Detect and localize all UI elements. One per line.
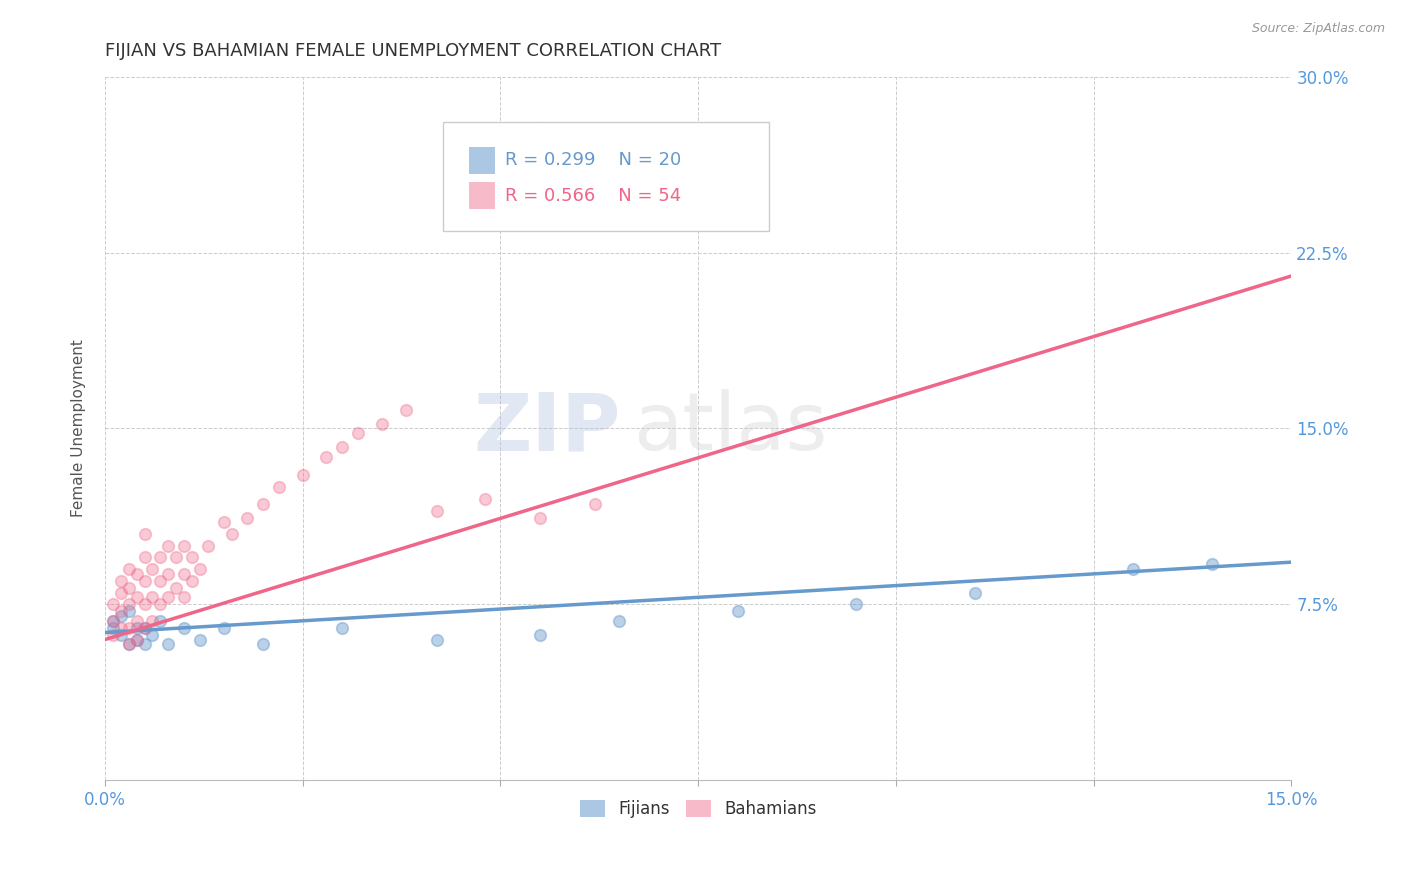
Point bbox=[236, 510, 259, 524]
Point bbox=[474, 491, 496, 506]
Point bbox=[347, 426, 370, 441]
Bar bbox=[470, 147, 495, 174]
Point bbox=[118, 562, 141, 576]
Point bbox=[149, 550, 172, 565]
Point bbox=[141, 591, 163, 605]
Text: R = 0.299    N = 20: R = 0.299 N = 20 bbox=[505, 152, 681, 169]
Point bbox=[101, 628, 124, 642]
Point bbox=[173, 539, 195, 553]
Point bbox=[1201, 558, 1223, 572]
Point bbox=[110, 609, 132, 624]
Point bbox=[125, 614, 148, 628]
Point bbox=[371, 417, 394, 431]
Text: R = 0.566    N = 54: R = 0.566 N = 54 bbox=[505, 186, 681, 204]
Point bbox=[212, 516, 235, 530]
Point bbox=[529, 628, 551, 642]
Point bbox=[330, 440, 353, 454]
Bar bbox=[470, 182, 495, 209]
Point bbox=[101, 621, 124, 635]
Point bbox=[101, 614, 124, 628]
Point bbox=[529, 510, 551, 524]
Point bbox=[1122, 562, 1144, 576]
Point bbox=[134, 637, 156, 651]
Text: Source: ZipAtlas.com: Source: ZipAtlas.com bbox=[1251, 22, 1385, 36]
Point bbox=[181, 574, 204, 588]
Point bbox=[110, 621, 132, 635]
Point bbox=[118, 581, 141, 595]
Point bbox=[188, 632, 211, 647]
Point bbox=[173, 566, 195, 581]
Point bbox=[252, 496, 274, 510]
Point bbox=[141, 562, 163, 576]
Point bbox=[267, 480, 290, 494]
Point bbox=[134, 598, 156, 612]
Point bbox=[134, 527, 156, 541]
Point bbox=[110, 628, 132, 642]
Point bbox=[330, 621, 353, 635]
Point bbox=[157, 591, 180, 605]
Point bbox=[101, 598, 124, 612]
Point bbox=[134, 550, 156, 565]
Point bbox=[252, 637, 274, 651]
Point bbox=[110, 604, 132, 618]
Point bbox=[197, 539, 219, 553]
Point bbox=[125, 591, 148, 605]
Point bbox=[727, 604, 749, 618]
Point bbox=[165, 581, 187, 595]
Point bbox=[173, 591, 195, 605]
Point bbox=[118, 637, 141, 651]
Point bbox=[125, 632, 148, 647]
Point bbox=[181, 550, 204, 565]
Text: atlas: atlas bbox=[633, 390, 827, 467]
Point bbox=[149, 614, 172, 628]
Text: FIJIAN VS BAHAMIAN FEMALE UNEMPLOYMENT CORRELATION CHART: FIJIAN VS BAHAMIAN FEMALE UNEMPLOYMENT C… bbox=[105, 42, 721, 60]
Point bbox=[212, 621, 235, 635]
Point bbox=[149, 598, 172, 612]
Point bbox=[125, 621, 148, 635]
Point bbox=[157, 637, 180, 651]
Point bbox=[141, 628, 163, 642]
Point bbox=[101, 614, 124, 628]
Point bbox=[173, 621, 195, 635]
Point bbox=[607, 614, 630, 628]
Point bbox=[134, 621, 156, 635]
Point bbox=[157, 566, 180, 581]
Y-axis label: Female Unemployment: Female Unemployment bbox=[72, 340, 86, 517]
Point bbox=[110, 574, 132, 588]
Point bbox=[134, 621, 156, 635]
Point bbox=[134, 574, 156, 588]
Point bbox=[118, 621, 141, 635]
Point bbox=[110, 585, 132, 599]
Point bbox=[394, 402, 416, 417]
Point bbox=[149, 574, 172, 588]
Point bbox=[291, 468, 314, 483]
Point bbox=[963, 585, 986, 599]
Point bbox=[426, 503, 449, 517]
Point bbox=[315, 450, 337, 464]
Legend: Fijians, Bahamians: Fijians, Bahamians bbox=[572, 793, 824, 825]
Text: ZIP: ZIP bbox=[474, 390, 621, 467]
Point bbox=[426, 632, 449, 647]
FancyBboxPatch shape bbox=[443, 122, 769, 231]
Point bbox=[125, 632, 148, 647]
Point bbox=[157, 539, 180, 553]
Point bbox=[118, 598, 141, 612]
Point bbox=[583, 496, 606, 510]
Point bbox=[188, 562, 211, 576]
Point bbox=[845, 598, 868, 612]
Point bbox=[529, 121, 551, 136]
Point bbox=[118, 604, 141, 618]
Point bbox=[141, 614, 163, 628]
Point bbox=[118, 637, 141, 651]
Point bbox=[165, 550, 187, 565]
Point bbox=[221, 527, 243, 541]
Point bbox=[125, 566, 148, 581]
